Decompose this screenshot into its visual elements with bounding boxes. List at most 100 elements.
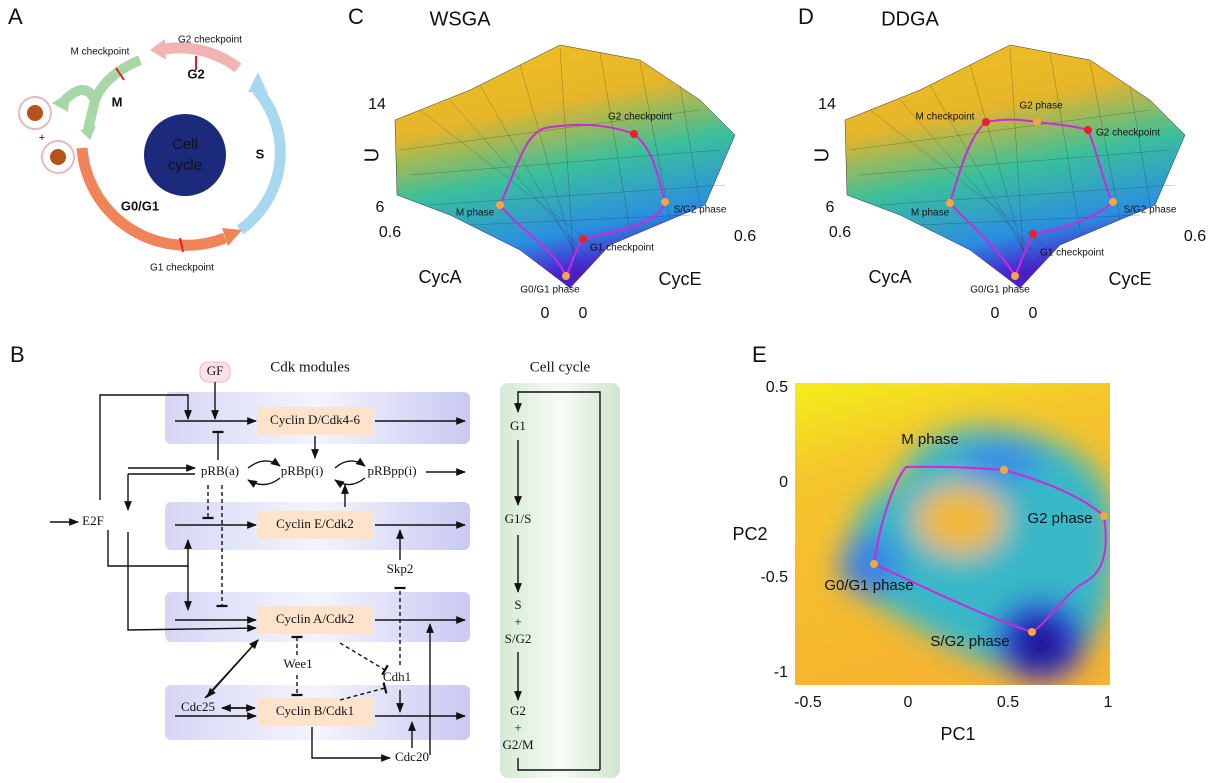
center-label: cycle xyxy=(168,157,202,174)
panel-title: WSGA xyxy=(429,8,491,30)
axis-label: CycE xyxy=(658,269,701,289)
point-label: M phase xyxy=(901,431,959,448)
panel-label: A xyxy=(8,4,23,29)
axis-label: U xyxy=(811,148,833,162)
node-label: Cyclin E/Cdk2 xyxy=(276,516,354,531)
tick-label: 0.6 xyxy=(829,224,851,241)
panel-label: D xyxy=(798,4,814,29)
marker-point xyxy=(661,198,669,206)
section-title: Cdk modules xyxy=(270,359,350,375)
stage-label: G2 xyxy=(510,703,526,718)
stage-label: + xyxy=(514,614,521,629)
cell-cycle-diagram xyxy=(18,39,286,253)
section-title: Cell cycle xyxy=(530,359,591,375)
axis-label: PC2 xyxy=(732,524,767,544)
stage-label: S xyxy=(514,597,521,612)
y-tick-label: 0 xyxy=(779,474,788,491)
marker-point xyxy=(1029,230,1037,238)
marker-point xyxy=(562,272,570,280)
node-label: Cyclin D/Cdk4-6 xyxy=(270,412,360,427)
phase-label: M xyxy=(112,94,123,109)
node-label: Skp2 xyxy=(387,561,414,576)
point-label: G2 phase xyxy=(1019,101,1063,112)
axis-label: PC1 xyxy=(940,724,975,744)
tick-label: 0 xyxy=(579,305,588,322)
node-box xyxy=(258,407,373,435)
node-box xyxy=(258,698,373,726)
checkpoint-label: G2 checkpoint xyxy=(178,35,242,46)
point-label: G1 checkpoint xyxy=(590,243,654,254)
cell-cycle-box xyxy=(500,383,620,778)
axis-label: U xyxy=(361,148,383,162)
node-label: Cyclin B/Cdk1 xyxy=(276,703,354,718)
axis-label: CycE xyxy=(1108,269,1151,289)
marker-point xyxy=(1028,628,1036,636)
tick-label: 0 xyxy=(991,305,1000,322)
tick-label: 6 xyxy=(376,199,385,216)
panel-label: B xyxy=(10,342,25,367)
marker-point xyxy=(1084,126,1092,134)
node-box xyxy=(258,606,373,634)
marker-point xyxy=(982,118,990,126)
x-tick-label: 0.5 xyxy=(997,694,1019,711)
point-label: M phase xyxy=(456,208,495,219)
node-box xyxy=(258,511,373,539)
point-label: S/G2 phase xyxy=(1124,205,1177,216)
s-arc xyxy=(236,86,286,235)
phase-label: G0/G1 xyxy=(121,198,159,213)
stage-label: G2/M xyxy=(502,737,534,752)
point-label: M checkpoint xyxy=(916,112,975,123)
point-label: G0/G1 phase xyxy=(824,577,913,594)
checkpoint-mark xyxy=(179,237,184,253)
tick-label: 0 xyxy=(541,305,550,322)
checkpoint-label: G1 checkpoint xyxy=(150,263,214,274)
point-label: M phase xyxy=(911,208,950,219)
g2-arc xyxy=(158,42,242,73)
checkpoint-mark xyxy=(115,67,125,81)
x-tick-label: -0.5 xyxy=(794,694,822,711)
point-label: G2 checkpoint xyxy=(1096,128,1160,139)
m-arc xyxy=(61,55,143,132)
marker-point xyxy=(579,235,587,243)
stage-label: + xyxy=(514,720,521,735)
panel-label: E xyxy=(752,342,767,367)
node-label: Wee1 xyxy=(283,656,312,671)
panel-title: DDGA xyxy=(881,8,939,30)
phase-label: S xyxy=(256,146,265,161)
cell-cycle-core xyxy=(144,114,226,196)
stage-label: G1/S xyxy=(505,511,532,526)
plus: + xyxy=(39,132,45,144)
node-label: GF xyxy=(207,363,224,378)
axis-label: CycA xyxy=(418,267,461,287)
point-label: G0/G1 phase xyxy=(520,285,580,296)
marker-point xyxy=(1033,118,1041,126)
nucleus xyxy=(27,105,43,121)
point-label: G2 checkpoint xyxy=(608,112,672,123)
phase-label: G2 xyxy=(187,66,204,81)
point-label: S/G2 phase xyxy=(674,205,727,216)
tick-label: 0 xyxy=(1029,305,1038,322)
center-label: Cell xyxy=(172,136,198,153)
edges xyxy=(50,382,601,771)
y-tick-label: 0.5 xyxy=(766,379,788,396)
arrow xyxy=(52,92,96,140)
landscape-d xyxy=(844,44,1186,289)
node-label: pRBp(i) xyxy=(281,463,324,478)
marker-point xyxy=(1100,512,1108,520)
marker-point xyxy=(630,130,638,138)
checkpoint-label: M checkpoint xyxy=(71,47,130,58)
tick-label: 14 xyxy=(818,96,836,113)
arrow xyxy=(222,228,242,246)
stage-label: G1 xyxy=(510,418,526,433)
marker-point xyxy=(870,560,878,568)
x-tick-label: 0 xyxy=(904,694,913,711)
point-label: G0/G1 phase xyxy=(970,285,1030,296)
marker-point xyxy=(946,199,954,207)
axis-label: CycA xyxy=(868,267,911,287)
arrow xyxy=(150,39,166,60)
marker-point xyxy=(1109,198,1117,206)
marker-point xyxy=(1011,272,1019,280)
panel-label: C xyxy=(348,4,364,29)
tick-label: 0.6 xyxy=(379,224,401,241)
